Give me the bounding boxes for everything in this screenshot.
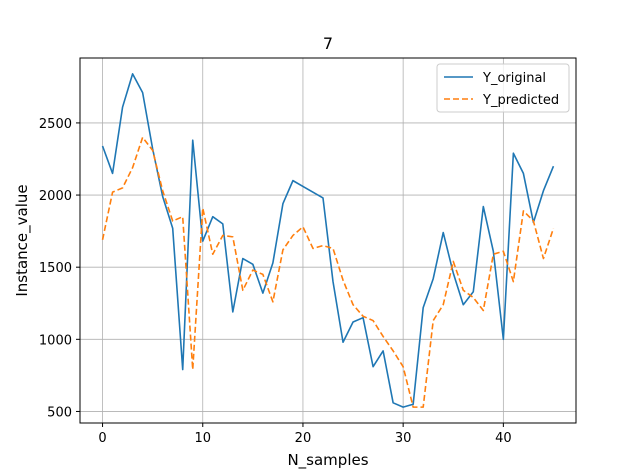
plot-frame	[79, 57, 577, 424]
series-line-y-original	[101, 73, 555, 408]
series-line-y-predicted	[101, 136, 555, 408]
legend-box	[436, 63, 570, 113]
y-tick-label: 1500	[39, 261, 72, 276]
series-lines	[101, 73, 555, 408]
x-tick-label: 30	[395, 431, 412, 446]
y-tick-label: 2500	[39, 117, 72, 132]
y-axis-ticks: 500 1000 1500 2000 2500	[39, 117, 80, 420]
x-tick-label: 10	[194, 431, 211, 446]
y-axis-label: Instance_value	[13, 184, 32, 296]
x-tick-label: 40	[495, 431, 512, 446]
x-tick-label: 0	[98, 431, 106, 446]
legend: Y_original Y_predicted	[436, 63, 570, 113]
y-tick-label: 2000	[39, 189, 72, 204]
x-axis-label: N_samples	[287, 451, 368, 470]
x-tick-label: 20	[295, 431, 312, 446]
chart-title: 7	[323, 34, 333, 53]
y-tick-label: 1000	[39, 333, 72, 348]
legend-label-y-original: Y_original	[482, 71, 546, 86]
legend-label-y-predicted: Y_predicted	[482, 93, 559, 108]
x-axis-ticks: 0 10 20 30 40	[98, 423, 512, 446]
y-tick-label: 500	[47, 405, 72, 420]
